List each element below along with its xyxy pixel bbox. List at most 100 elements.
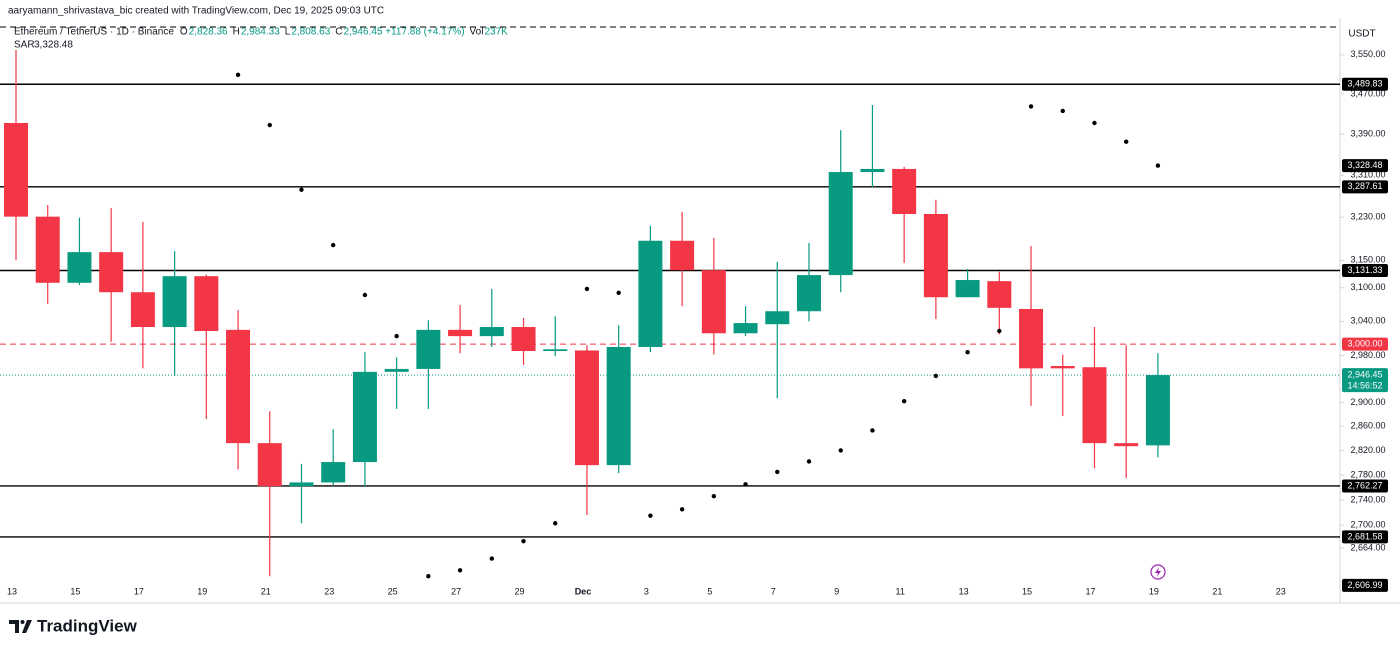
x-tick-label: 7 (771, 586, 776, 596)
x-tick-label: 23 (324, 586, 334, 596)
y-tick-label: 3,040.00 (1350, 316, 1385, 326)
x-tick-label: 19 (197, 586, 207, 596)
sar-dot (1028, 104, 1034, 109)
sar-dot (711, 493, 717, 499)
price-tag-label: 2,681.58 (1347, 531, 1382, 541)
sar-dot (806, 459, 812, 464)
x-tick-label: 19 (1149, 586, 1159, 596)
candle-body (1050, 366, 1075, 369)
candle-body (765, 311, 790, 325)
price-tag (1342, 159, 1388, 173)
sar-dot (331, 242, 336, 248)
candle-body (733, 323, 758, 334)
x-tick-label: 23 (1276, 586, 1286, 596)
candle-body (955, 280, 980, 298)
x-tick-label: 29 (515, 586, 525, 596)
candle-body (67, 252, 92, 283)
legend-value: 2,946.45 +117.88 (+4.17%) (344, 27, 465, 38)
legend-key: C (335, 27, 342, 38)
candle-body (448, 329, 473, 337)
logo (9, 620, 32, 633)
sar-dot (299, 187, 304, 192)
x-tick-label: 27 (451, 586, 461, 596)
y-tick-label: 3,550.00 (1350, 49, 1385, 59)
x-tick-label: 17 (1085, 586, 1095, 596)
sar-dot (1092, 120, 1097, 126)
alert-circle (1150, 564, 1166, 580)
x-tick-label: 13 (7, 586, 17, 596)
price-tag (1342, 578, 1388, 592)
x-tick-label: 15 (70, 586, 80, 596)
price-tag (1342, 337, 1388, 351)
y-tick-label: 2,780.00 (1350, 469, 1385, 479)
candle-body (892, 168, 917, 215)
price-tag (1342, 264, 1388, 278)
y-tick-label: 2,860.00 (1350, 421, 1385, 431)
price-tag-label: 3,000.00 (1347, 338, 1382, 348)
sar-dot (394, 333, 399, 339)
candle-body (162, 276, 187, 328)
sar-dot (870, 428, 875, 433)
sar-dot (426, 573, 431, 579)
candle-body (606, 346, 631, 466)
y-tick-label: 2,820.00 (1350, 445, 1385, 455)
y-tick-label: 3,310.00 (1350, 170, 1385, 180)
sar-dot (489, 556, 494, 561)
legend-key: O (180, 27, 188, 38)
brand: TradingView (37, 616, 138, 635)
legend-value: 2,808.63 (291, 27, 330, 38)
price-tag-label: 3,328.48 (1347, 160, 1382, 170)
price-tag-label: 3,131.33 (1347, 265, 1382, 275)
y-tick-label: 2,900.00 (1350, 397, 1385, 407)
y-tick-label: 3,230.00 (1350, 212, 1385, 222)
candle-body (4, 123, 28, 217)
x-tick-label: 5 (707, 586, 712, 596)
legend-key: Vol (470, 27, 484, 38)
sar-dot (1124, 139, 1129, 144)
candle-body (987, 281, 1012, 308)
sar-dot (553, 521, 558, 526)
sar-dot (743, 482, 748, 487)
attribution: aaryamann_shrivastava_bic created with T… (8, 6, 384, 17)
candle-body (1145, 375, 1170, 446)
price-tag-label: 2,946.45 (1347, 369, 1382, 379)
y-tick-label: 3,390.00 (1350, 128, 1385, 138)
candle-body (1082, 367, 1107, 444)
sar-dot (775, 469, 780, 475)
price-tag (1342, 479, 1388, 493)
sar-dot (267, 122, 272, 128)
y-tick-label: 2,980.00 (1350, 350, 1385, 360)
sar-dot (648, 513, 653, 518)
price-tag-label: 3,287.61 (1347, 181, 1382, 191)
legend-value: 237K (484, 27, 508, 38)
candle-body (35, 216, 60, 283)
candle-body (543, 349, 568, 352)
alert-icon[interactable] (1150, 564, 1166, 580)
candle-body (479, 327, 504, 337)
sar-dot (1060, 108, 1065, 114)
logo-dot (20, 620, 25, 624)
price-tag-label: 3,489.83 (1347, 79, 1382, 89)
candle-body (828, 172, 853, 276)
sar-dot (616, 290, 621, 295)
x-tick-label: 21 (261, 586, 271, 596)
x-tick-label: 17 (134, 586, 144, 596)
y-tick-label: 2,700.00 (1350, 520, 1385, 530)
x-tick-label: 9 (834, 586, 839, 596)
ohlc-legend: O 2,828.36 H 2,984.33 L 2,808.63 C 2,946.45 +11… (180, 27, 508, 38)
y-tick-label: 2,664.00 (1350, 543, 1385, 553)
price-tag (1342, 77, 1388, 91)
price-tag-label: 2,606.99 (1347, 580, 1382, 590)
indicator-value: 3,328.48 (34, 40, 73, 51)
candle-body (797, 275, 821, 312)
sar-dot (521, 538, 526, 544)
candle-body (670, 240, 695, 271)
alert-bolt (1155, 567, 1161, 577)
x-tick-label: 15 (1022, 586, 1032, 596)
candle-body (638, 240, 663, 347)
legend-value: 2,984.33 (241, 27, 280, 38)
candle-body (416, 329, 441, 369)
x-tick-label: Dec (575, 586, 592, 596)
